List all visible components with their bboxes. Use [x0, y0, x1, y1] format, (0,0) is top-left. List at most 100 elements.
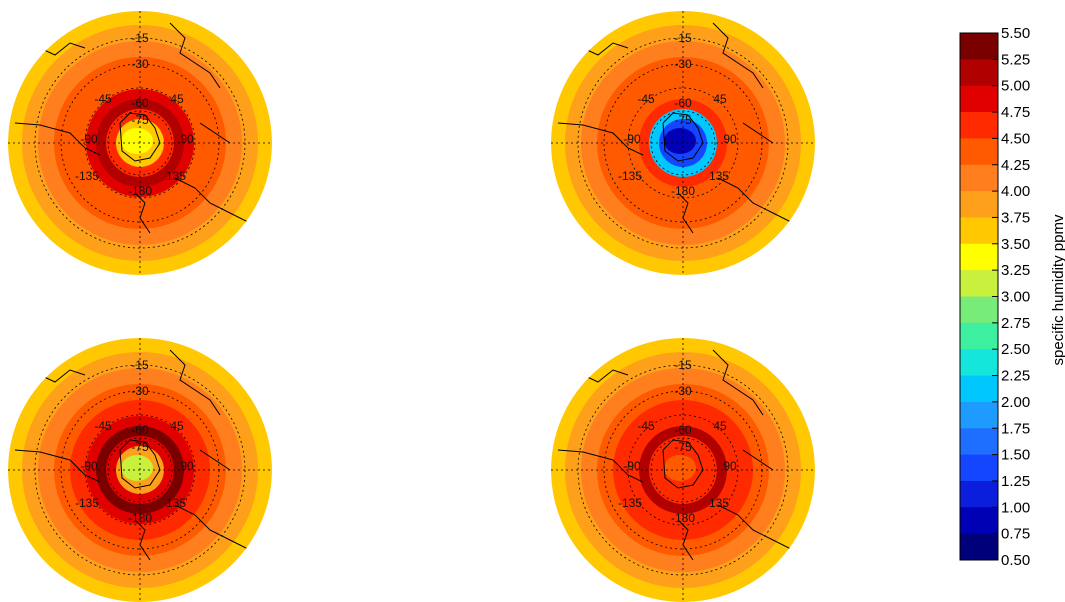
polar-map-top-right: -15 -30 -45 -60 -75 -90 -135 -180 45 90 135 — [551, 11, 815, 275]
map-fill — [8, 338, 272, 602]
grid-label: 45 — [170, 419, 184, 433]
grid-label: -90 — [623, 459, 641, 473]
colorbar-tick-label: 2.00 — [1001, 394, 1030, 411]
colorbar-tick-label: 3.25 — [1001, 262, 1030, 279]
colorbar-tick-label: 2.75 — [1001, 315, 1030, 332]
grid-label: -45 — [637, 92, 655, 106]
colorbar-tick-label: 0.50 — [1001, 552, 1030, 569]
grid-label: 90 — [180, 132, 194, 146]
grid-label: -60 — [674, 96, 692, 110]
coastline — [169, 349, 221, 416]
grid-label: -45 — [94, 419, 112, 433]
colorbar-segment — [960, 296, 998, 324]
grid-label: -15 — [674, 31, 692, 45]
colorbar-tick-label: 4.25 — [1001, 157, 1030, 174]
colorbar-segment — [960, 59, 998, 87]
colorbar-tick-label: 2.50 — [1001, 341, 1030, 358]
grid-label: -180 — [128, 511, 152, 525]
grid-label: -135 — [618, 169, 642, 183]
polar-map-bottom-left: -15 -30 -45 -60 -75 -90 -135 -180 45 90 135 — [8, 338, 272, 602]
colorbar-tick-label: 5.25 — [1001, 51, 1030, 68]
coastline — [742, 122, 774, 144]
coastline — [557, 122, 644, 156]
grid-label: -30 — [131, 384, 149, 398]
coastline — [712, 22, 764, 89]
colorbar-segment — [960, 401, 998, 429]
grid-label: -75 — [674, 440, 692, 454]
colorbar: 5.50 5.25 5.00 4.75 4.50 4.25 4.00 3.75 3.50 3.25… — [959, 25, 1030, 569]
colorbar-segment — [960, 428, 998, 456]
colorbar-tick-label: 1.25 — [1001, 473, 1030, 490]
grid-label: 90 — [723, 459, 737, 473]
colorbar-segment — [960, 480, 998, 508]
colorbar-title: specific humidity ppmv — [1050, 214, 1065, 365]
grid-label: -180 — [128, 184, 152, 198]
colorbar-segment — [960, 454, 998, 482]
grid-label: -180 — [671, 511, 695, 525]
colorbar-segment — [960, 33, 998, 60]
grid-label: 135 — [709, 169, 729, 183]
grid-label: -75 — [131, 113, 149, 127]
grid-label: -75 — [674, 113, 692, 127]
grid-label: 45 — [713, 92, 727, 106]
colorbar-segment — [960, 112, 998, 139]
coastline — [712, 349, 764, 416]
grid-label: -15 — [131, 358, 149, 372]
grid-label: 45 — [713, 419, 727, 433]
colorbar-tick-label: 1.50 — [1001, 447, 1030, 464]
grid-label: -45 — [94, 92, 112, 106]
grid-label: -90 — [80, 132, 98, 146]
colorbar-segment — [960, 243, 998, 271]
humidity-core — [121, 455, 153, 481]
colorbar-tick-label: 3.75 — [1001, 209, 1030, 226]
colorbar-tick-label: 5.00 — [1001, 78, 1030, 95]
colorbar-segment — [960, 164, 998, 192]
colorbar-tick-label: 0.75 — [1001, 526, 1030, 543]
colorbar-tick-label: 3.50 — [1001, 236, 1030, 253]
colorbar-segment — [960, 533, 998, 561]
map-fill — [551, 11, 815, 275]
humidity-core — [664, 128, 696, 154]
polar-map-bottom-right: -15 -30 -45 -60 -75 -90 -135 -180 45 90 135 — [551, 338, 815, 602]
coastline — [14, 122, 101, 156]
grid-label: -135 — [618, 496, 642, 510]
coastline — [169, 22, 221, 89]
coastline — [14, 449, 101, 483]
colorbar-tick-label: 3.00 — [1001, 289, 1030, 306]
coastline — [557, 449, 644, 483]
grid-label: -15 — [674, 358, 692, 372]
grid-label: -15 — [131, 31, 149, 45]
grid-label: 135 — [166, 496, 186, 510]
humidity-core — [664, 455, 696, 481]
colorbar-segment — [960, 375, 998, 403]
grid-label: 90 — [723, 132, 737, 146]
colorbar-segment — [960, 217, 998, 245]
grid-label: -60 — [131, 423, 149, 437]
grid-label: -60 — [674, 423, 692, 437]
grid-label: 45 — [170, 92, 184, 106]
grid-label: -90 — [623, 132, 641, 146]
colorbar-tick-label: 2.25 — [1001, 368, 1030, 385]
grid-label: -30 — [674, 384, 692, 398]
colorbar-segment — [960, 507, 998, 535]
grid-label: -60 — [131, 96, 149, 110]
coastline — [199, 122, 231, 144]
grid-label: -180 — [671, 184, 695, 198]
grid-label: 135 — [709, 496, 729, 510]
grid-label: 90 — [180, 459, 194, 473]
colorbar-segment — [960, 270, 998, 297]
grid-label: -75 — [131, 440, 149, 454]
grid-label: -135 — [75, 496, 99, 510]
map-fill — [551, 338, 815, 602]
grid-label: 135 — [166, 169, 186, 183]
colorbar-segment — [960, 322, 998, 350]
humidity-core — [121, 128, 153, 154]
grid-label: -30 — [131, 57, 149, 71]
map-fill — [8, 11, 272, 275]
colorbar-segment — [960, 349, 998, 377]
coastline — [742, 449, 774, 471]
colorbar-tick-label: 4.00 — [1001, 183, 1030, 200]
grid-label: -90 — [80, 459, 98, 473]
coastline — [199, 449, 231, 471]
